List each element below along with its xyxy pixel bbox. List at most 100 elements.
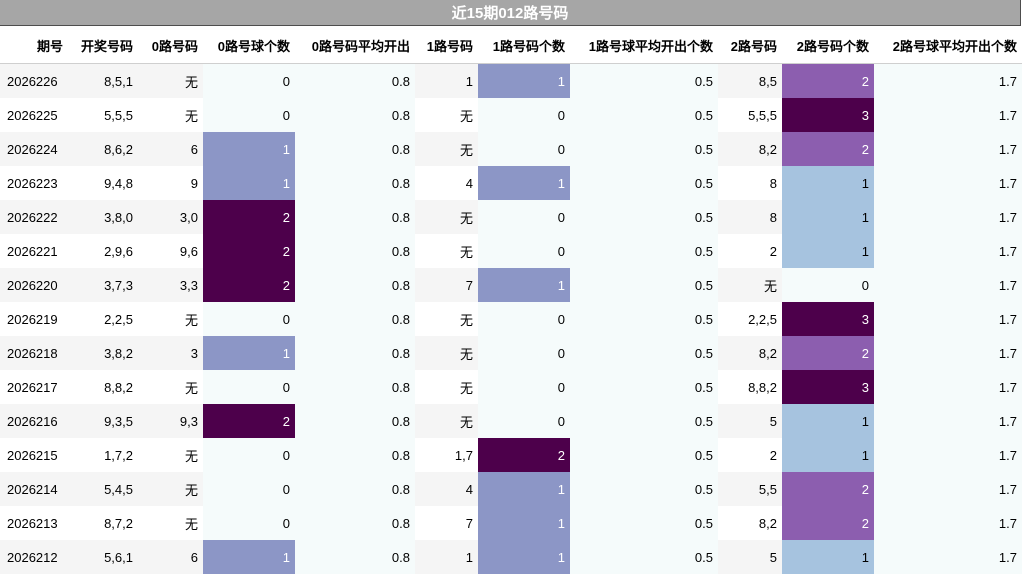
cell-a1: 0.5 bbox=[570, 98, 718, 132]
cell-r2: 8,2 bbox=[718, 506, 782, 540]
cell-c2: 1 bbox=[782, 540, 874, 574]
cell-r1: 4 bbox=[415, 166, 478, 200]
cell-period: 2026216 bbox=[0, 404, 68, 438]
cell-c2: 3 bbox=[782, 98, 874, 132]
cell-period: 2026221 bbox=[0, 234, 68, 268]
cell-r0: 3 bbox=[138, 336, 203, 370]
cell-r0: 6 bbox=[138, 132, 203, 166]
table-title: 近15期012路号码 bbox=[0, 0, 1021, 26]
cell-a2: 1.7 bbox=[874, 404, 1022, 438]
cell-a2: 1.7 bbox=[874, 200, 1022, 234]
cell-r2: 5,5 bbox=[718, 472, 782, 506]
cell-c0: 1 bbox=[203, 540, 295, 574]
cell-c2: 0 bbox=[782, 268, 874, 302]
cell-period: 2026214 bbox=[0, 472, 68, 506]
cell-period: 2026218 bbox=[0, 336, 68, 370]
cell-c2: 1 bbox=[782, 438, 874, 472]
cell-r0: 无 bbox=[138, 506, 203, 540]
header-c0: 0路号球个数 bbox=[203, 27, 295, 64]
cell-a1: 0.5 bbox=[570, 268, 718, 302]
cell-a1: 0.5 bbox=[570, 302, 718, 336]
cell-c2: 1 bbox=[782, 404, 874, 438]
cell-c1: 0 bbox=[478, 98, 570, 132]
cell-a2: 1.7 bbox=[874, 132, 1022, 166]
cell-r0: 9 bbox=[138, 166, 203, 200]
cell-period: 2026224 bbox=[0, 132, 68, 166]
cell-c0: 0 bbox=[203, 64, 295, 99]
cell-r1: 无 bbox=[415, 370, 478, 404]
cell-c2: 1 bbox=[782, 234, 874, 268]
cell-r0: 无 bbox=[138, 98, 203, 132]
cell-a2: 1.7 bbox=[874, 234, 1022, 268]
cell-a2: 1.7 bbox=[874, 64, 1022, 99]
cell-c2: 2 bbox=[782, 336, 874, 370]
header-a2: 2路号球平均开出个数 bbox=[874, 27, 1022, 64]
cell-draw: 3,8,0 bbox=[68, 200, 138, 234]
cell-c0: 0 bbox=[203, 370, 295, 404]
cell-period: 2026223 bbox=[0, 166, 68, 200]
cell-a1: 0.5 bbox=[570, 200, 718, 234]
cell-c2: 1 bbox=[782, 166, 874, 200]
cell-draw: 9,3,5 bbox=[68, 404, 138, 438]
cell-r2: 2,2,5 bbox=[718, 302, 782, 336]
cell-a0: 0.8 bbox=[295, 64, 415, 99]
cell-a1: 0.5 bbox=[570, 336, 718, 370]
cell-r2: 无 bbox=[718, 268, 782, 302]
cell-r0: 3,0 bbox=[138, 200, 203, 234]
cell-r1: 无 bbox=[415, 200, 478, 234]
cell-draw: 1,7,2 bbox=[68, 438, 138, 472]
cell-c0: 0 bbox=[203, 302, 295, 336]
cell-c2: 2 bbox=[782, 132, 874, 166]
cell-r1: 无 bbox=[415, 336, 478, 370]
header-c2: 2路号码个数 bbox=[782, 27, 874, 64]
cell-c1: 0 bbox=[478, 234, 570, 268]
cell-draw: 8,8,2 bbox=[68, 370, 138, 404]
cell-r2: 2 bbox=[718, 234, 782, 268]
cell-a0: 0.8 bbox=[295, 268, 415, 302]
header-period: 期号 bbox=[0, 27, 68, 64]
cell-c1: 2 bbox=[478, 438, 570, 472]
cell-c1: 0 bbox=[478, 200, 570, 234]
cell-a0: 0.8 bbox=[295, 200, 415, 234]
cell-period: 2026222 bbox=[0, 200, 68, 234]
cell-c0: 2 bbox=[203, 200, 295, 234]
cell-r0: 6 bbox=[138, 540, 203, 574]
header-r2: 2路号码 bbox=[718, 27, 782, 64]
cell-r0: 9,3 bbox=[138, 404, 203, 438]
cell-period: 2026215 bbox=[0, 438, 68, 472]
data-table: 期号 开奖号码 0路号码 0路号球个数 0路号码平均开出 1路号码 1路号码个数… bbox=[0, 27, 1022, 574]
cell-draw: 5,6,1 bbox=[68, 540, 138, 574]
cell-c1: 0 bbox=[478, 404, 570, 438]
cell-r2: 5 bbox=[718, 540, 782, 574]
cell-r1: 无 bbox=[415, 302, 478, 336]
cell-c0: 0 bbox=[203, 472, 295, 506]
cell-r0: 无 bbox=[138, 370, 203, 404]
cell-r2: 8,2 bbox=[718, 336, 782, 370]
cell-r2: 5 bbox=[718, 404, 782, 438]
cell-r0: 3,3 bbox=[138, 268, 203, 302]
cell-a1: 0.5 bbox=[570, 370, 718, 404]
cell-draw: 5,4,5 bbox=[68, 472, 138, 506]
cell-a0: 0.8 bbox=[295, 472, 415, 506]
cell-c1: 0 bbox=[478, 370, 570, 404]
cell-c1: 0 bbox=[478, 132, 570, 166]
cell-a2: 1.7 bbox=[874, 268, 1022, 302]
cell-r0: 9,6 bbox=[138, 234, 203, 268]
header-a1: 1路号球平均开出个数 bbox=[570, 27, 718, 64]
cell-c0: 1 bbox=[203, 166, 295, 200]
cell-c2: 2 bbox=[782, 506, 874, 540]
cell-draw: 3,7,3 bbox=[68, 268, 138, 302]
cell-a1: 0.5 bbox=[570, 438, 718, 472]
cell-period: 2026219 bbox=[0, 302, 68, 336]
cell-r2: 5,5,5 bbox=[718, 98, 782, 132]
cell-a2: 1.7 bbox=[874, 98, 1022, 132]
